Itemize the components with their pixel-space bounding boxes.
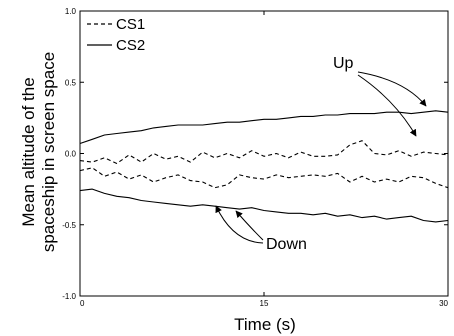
y-tick-label: 0.0	[65, 150, 77, 159]
annotation-down-label: Down	[266, 236, 307, 253]
annotation-up: Up	[333, 55, 427, 137]
x-axis-title: Time (s)	[234, 315, 296, 334]
legend: CS1 CS2	[87, 16, 145, 54]
x-tick-label: 30	[439, 299, 448, 308]
series-line-cs1-1	[79, 140, 449, 165]
annotation-down-arrow-1	[215, 205, 264, 244]
y-tick-label: 0.5	[65, 78, 77, 87]
annotation-down-arrow-2	[235, 210, 264, 241]
x-tick-label: 0	[80, 299, 85, 308]
ticks: 1.0 0.5 0.0 -0.5 -1.0 0 15 30	[62, 7, 448, 308]
y-tick-label: -0.5	[62, 221, 76, 230]
y-axis-title-line-2: spaceship in screen space	[39, 52, 58, 252]
series-line-cs1-2	[79, 167, 449, 189]
x-tick-label: 15	[260, 299, 269, 308]
y-tick-label: -1.0	[62, 292, 76, 301]
series-line-cs2-3	[79, 188, 449, 223]
annotation-down: Down	[215, 205, 307, 253]
series-lines	[79, 110, 449, 223]
annotation-up-label: Up	[333, 55, 354, 72]
series-line-cs2-0	[79, 110, 449, 145]
y-axis-title: Mean altitude of the spaceship in screen…	[19, 52, 58, 252]
y-tick-label: 1.0	[65, 7, 77, 16]
annotation-up-arrow-2	[357, 74, 417, 137]
y-axis-title-line-1: Mean altitude of the	[19, 77, 38, 226]
legend-label-cs1: CS1	[116, 16, 145, 33]
annotation-up-arrow-1	[357, 71, 427, 107]
legend-label-cs2: CS2	[116, 37, 145, 54]
